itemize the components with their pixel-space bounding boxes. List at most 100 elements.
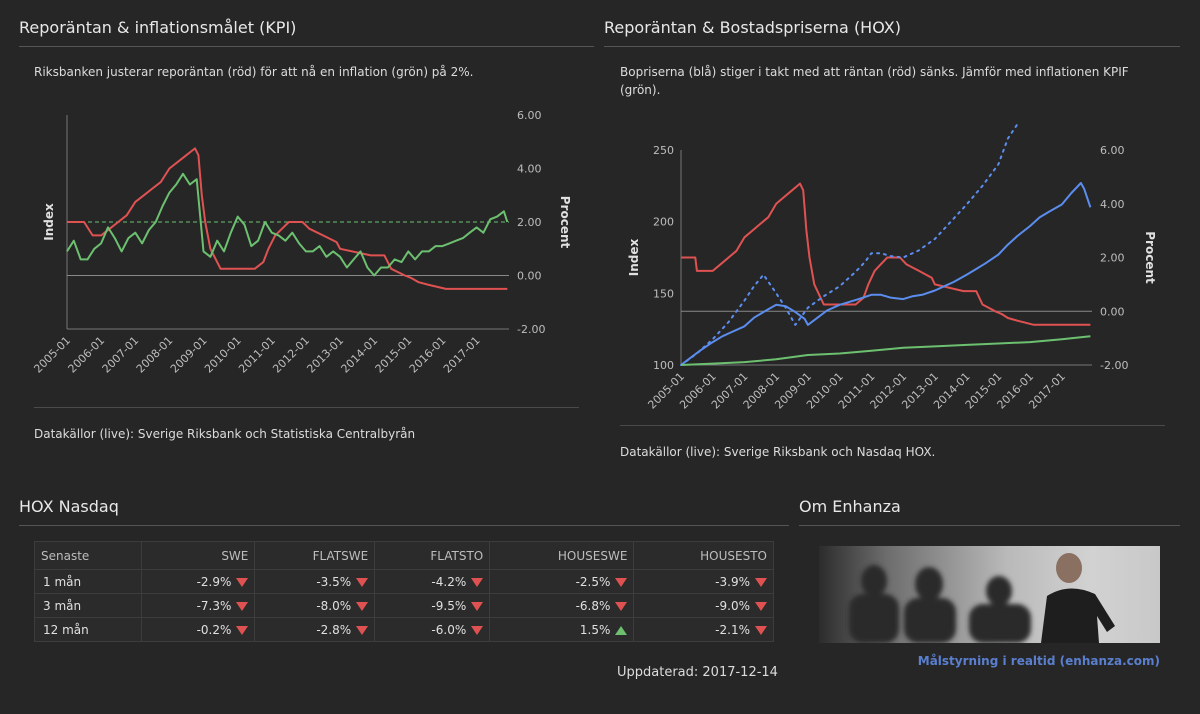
kpi-panel: Reporäntan & inflationsmålet (KPI) Riksb… [19, 18, 594, 458]
cell-value: -2.8% [316, 622, 352, 637]
y-tick-label-right: 2.00 [1100, 252, 1125, 265]
x-tick-label: 2005-01 [31, 334, 73, 376]
hox-nasdaq-table: Senaste SWE FLATSWE FLATSTO HOUSESWE HOU… [33, 541, 774, 642]
kpi-divider [34, 407, 579, 408]
cell-value: -4.2% [431, 574, 467, 589]
hox-divider [620, 425, 1165, 426]
y-tick-label-right: -2.00 [517, 323, 545, 336]
trend-down-icon [755, 577, 767, 587]
y-tick-label-right: -2.00 [1100, 359, 1128, 372]
table-cell: -3.5% [254, 569, 376, 594]
x-tick-label: 2012-01 [270, 334, 312, 376]
kpi-panel-title: Reporäntan & inflationsmålet (KPI) [19, 18, 594, 47]
table-header: HOUSESTO [633, 541, 774, 570]
team-photo-figures [849, 553, 1115, 643]
trend-down-icon [356, 625, 369, 635]
cell-value: 1.5% [579, 622, 611, 637]
table-cell: -2.1% [633, 617, 774, 642]
y-axis-title-left: Index [627, 239, 641, 277]
x-tick-label: 2015-01 [373, 334, 415, 376]
table-cell: -7.3% [141, 593, 256, 618]
team-photo[interactable] [819, 546, 1160, 643]
y-tick-label-right: 4.00 [1100, 198, 1125, 211]
trend-down-icon [236, 601, 249, 611]
cell-value: -3.5% [316, 574, 352, 589]
table-cell: -9.0% [633, 593, 774, 618]
y-tick-label-right: 4.00 [517, 163, 542, 176]
hox-source: Datakällor (live): Sverige Riksbank och … [620, 445, 936, 459]
cell-value: -3.9% [715, 574, 750, 589]
table-panel: HOX Nasdaq Senaste SWE FLATSWE FLATSTO H… [19, 497, 789, 697]
y-tick-label-right: 6.00 [517, 109, 542, 122]
table-cell: -2.5% [489, 569, 635, 594]
kpi-chart: 6.00 4.00 2.00 0.00 -2.00 Index Procent 2005-01… [31, 109, 572, 376]
updated-timestamp: Uppdaterad: 2017-12-14 [617, 665, 778, 680]
trend-down-icon [236, 577, 249, 587]
trend-down-icon [356, 577, 369, 587]
table-cell: -9.5% [374, 593, 491, 618]
series-line [681, 182, 1091, 326]
table-row: 1 mån -2.9% -3.5% -4.2% -2.5% -3.9% [33, 569, 774, 594]
row-label: 3 mån [33, 593, 143, 618]
kpi-description: Riksbanken justerar reporäntan (röd) för… [34, 65, 474, 79]
y-tick-label-left: 200 [653, 216, 674, 229]
table-row: 3 mån -7.3% -8.0% -9.5% -6.8% -9.0% [33, 593, 774, 618]
table-cell: 1.5% [489, 617, 635, 642]
about-panel: Om Enhanza Målstyrning i realtid (enhanz… [799, 497, 1180, 697]
x-tick-label: 2013-01 [304, 334, 346, 376]
trend-down-icon [471, 625, 484, 635]
hox-panel: Reporäntan & Bostadspriserna (HOX) Bopri… [604, 18, 1180, 478]
trend-down-icon [236, 625, 249, 635]
about-panel-title: Om Enhanza [799, 497, 1180, 526]
table-header: FLATSWE [254, 541, 376, 570]
y-tick-label-right: 0.00 [1100, 305, 1125, 318]
table-row: 12 mån -0.2% -2.8% -6.0% 1.5% -2.1% [33, 617, 774, 642]
enhanza-link[interactable]: Målstyrning i realtid (enhanza.com) [917, 654, 1160, 668]
y-tick-label-left: 250 [653, 144, 674, 157]
trend-down-icon [615, 577, 628, 587]
series-line [680, 123, 1021, 366]
x-tick-label: 2010-01 [202, 334, 244, 376]
table-header: Senaste [33, 541, 143, 570]
table-header: SWE [141, 541, 256, 570]
trend-up-icon [615, 625, 628, 635]
table-cell: -4.2% [374, 569, 491, 594]
series-line [67, 147, 508, 290]
row-label: 1 mån [33, 569, 143, 594]
table-header: FLATSTO [374, 541, 491, 570]
table-cell: -2.9% [141, 569, 256, 594]
y-axis-title-right: Procent [558, 196, 572, 249]
table-cell: -2.8% [254, 617, 376, 642]
table-header-row: Senaste SWE FLATSWE FLATSTO HOUSESWE HOU… [33, 541, 774, 570]
y-tick-label-right: 0.00 [517, 270, 542, 283]
hox-panel-title: Reporäntan & Bostadspriserna (HOX) [604, 18, 1180, 47]
hox-description-line1: Bopriserna (blå) stiger i takt med att r… [620, 65, 1129, 79]
cell-value: -0.2% [196, 622, 232, 637]
cell-value: -6.8% [575, 598, 611, 613]
trend-down-icon [755, 601, 767, 611]
x-tick-label: 2014-01 [339, 334, 381, 376]
table-panel-title: HOX Nasdaq [19, 497, 789, 526]
hox-chart: 6.00 4.00 2.00 0.00 -2.00 250 200 150 100 Index Pr… [627, 123, 1157, 412]
table-cell: -6.8% [489, 593, 635, 618]
cell-value: -6.0% [431, 622, 467, 637]
x-tick-label: 2017-01 [441, 334, 483, 376]
row-label: 12 mån [33, 617, 143, 642]
cell-value: -8.0% [316, 598, 352, 613]
cell-value: -2.5% [575, 574, 611, 589]
x-tick-label: 2009-01 [168, 334, 210, 376]
table-header: HOUSESWE [489, 541, 635, 570]
cell-value: -9.5% [431, 598, 467, 613]
series-line [66, 172, 509, 277]
x-tick-label: 2016-01 [407, 334, 449, 376]
trend-down-icon [755, 625, 767, 635]
y-tick-label-left: 100 [653, 359, 674, 372]
y-tick-label-left: 150 [653, 287, 674, 300]
cell-value: -2.1% [715, 622, 750, 637]
table-cell: -3.9% [633, 569, 774, 594]
y-axis-title-left: Index [42, 203, 56, 241]
table-cell: -0.2% [141, 617, 256, 642]
table-cell: -8.0% [254, 593, 376, 618]
x-tick-label: 2011-01 [236, 334, 278, 376]
series-line [680, 182, 1092, 366]
